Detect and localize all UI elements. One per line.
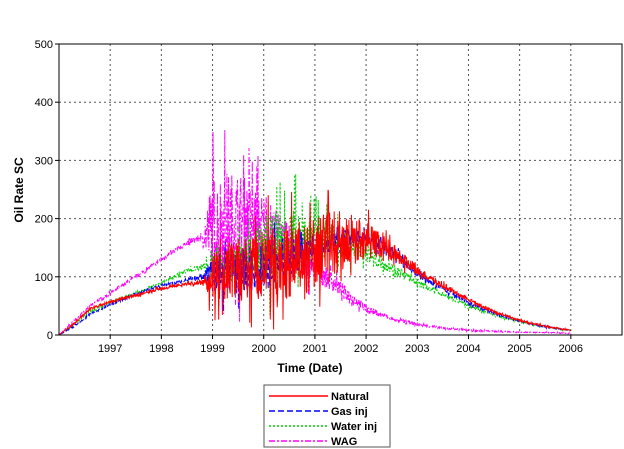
y-tick-label: 100 [35,272,53,284]
legend-label: Gas inj [331,406,368,418]
x-tick-label: 1998 [149,343,173,355]
legend-label: Water inj [331,421,377,433]
y-axis-label: Oil Rate SC [12,157,26,223]
axis-ticks: 1997 1998 1999 2000 2001 2002 2003 2004 2005 2006… [35,39,583,355]
x-tick-label: 2000 [251,343,275,355]
x-tick-label: 2005 [507,343,531,355]
x-tick-label: 2001 [303,343,327,355]
y-tick-label: 400 [35,97,53,109]
series-line-natural [58,189,571,336]
y-tick-label: 0 [47,330,53,342]
legend-label: Natural [331,391,369,403]
y-tick-label: 300 [35,155,53,167]
series-lines [58,130,571,336]
x-tick-label: 1999 [200,343,224,355]
plot-frame [58,43,623,336]
x-axis-label: Time (Date) [277,361,342,375]
y-tick-label: 500 [35,39,53,51]
x-tick-label: 2002 [354,343,378,355]
y-tick-label: 200 [35,214,53,226]
legend-box [263,384,391,448]
x-tick-label: 1997 [98,343,122,355]
x-tick-label: 2006 [559,343,583,355]
x-tick-label: 2003 [405,343,429,355]
x-tick-label: 2004 [456,343,480,355]
legend: Natural Gas inj Water inj WAG [263,384,391,448]
legend-label: WAG [331,436,357,448]
